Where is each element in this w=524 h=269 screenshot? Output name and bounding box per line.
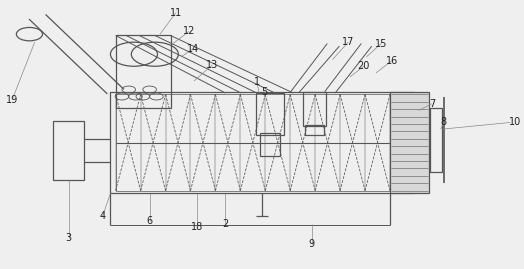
Bar — [303, 92, 326, 126]
Text: 3: 3 — [66, 232, 72, 243]
Text: 18: 18 — [191, 222, 203, 232]
Text: 6: 6 — [147, 217, 152, 226]
Bar — [116, 36, 170, 108]
Bar — [305, 125, 324, 134]
Text: 14: 14 — [187, 44, 199, 54]
Text: 1: 1 — [254, 77, 260, 87]
Bar — [111, 92, 413, 193]
Text: 12: 12 — [183, 26, 195, 37]
Text: 4: 4 — [100, 211, 106, 221]
Bar — [260, 133, 280, 156]
Text: 10: 10 — [509, 118, 521, 128]
Text: 5: 5 — [261, 87, 268, 97]
Text: 19: 19 — [6, 95, 18, 105]
Text: 17: 17 — [342, 37, 354, 47]
Text: 15: 15 — [375, 38, 387, 48]
Bar — [256, 93, 285, 134]
Text: 16: 16 — [386, 56, 398, 66]
Text: 20: 20 — [358, 61, 370, 71]
Text: 11: 11 — [170, 8, 182, 18]
Text: 8: 8 — [441, 118, 447, 128]
Text: 13: 13 — [206, 60, 219, 70]
Bar — [53, 121, 84, 180]
Bar — [430, 108, 442, 172]
Bar — [116, 94, 408, 191]
Text: 2: 2 — [222, 219, 228, 229]
Text: 9: 9 — [309, 239, 315, 249]
Text: 7: 7 — [429, 99, 435, 109]
Bar — [390, 92, 429, 193]
